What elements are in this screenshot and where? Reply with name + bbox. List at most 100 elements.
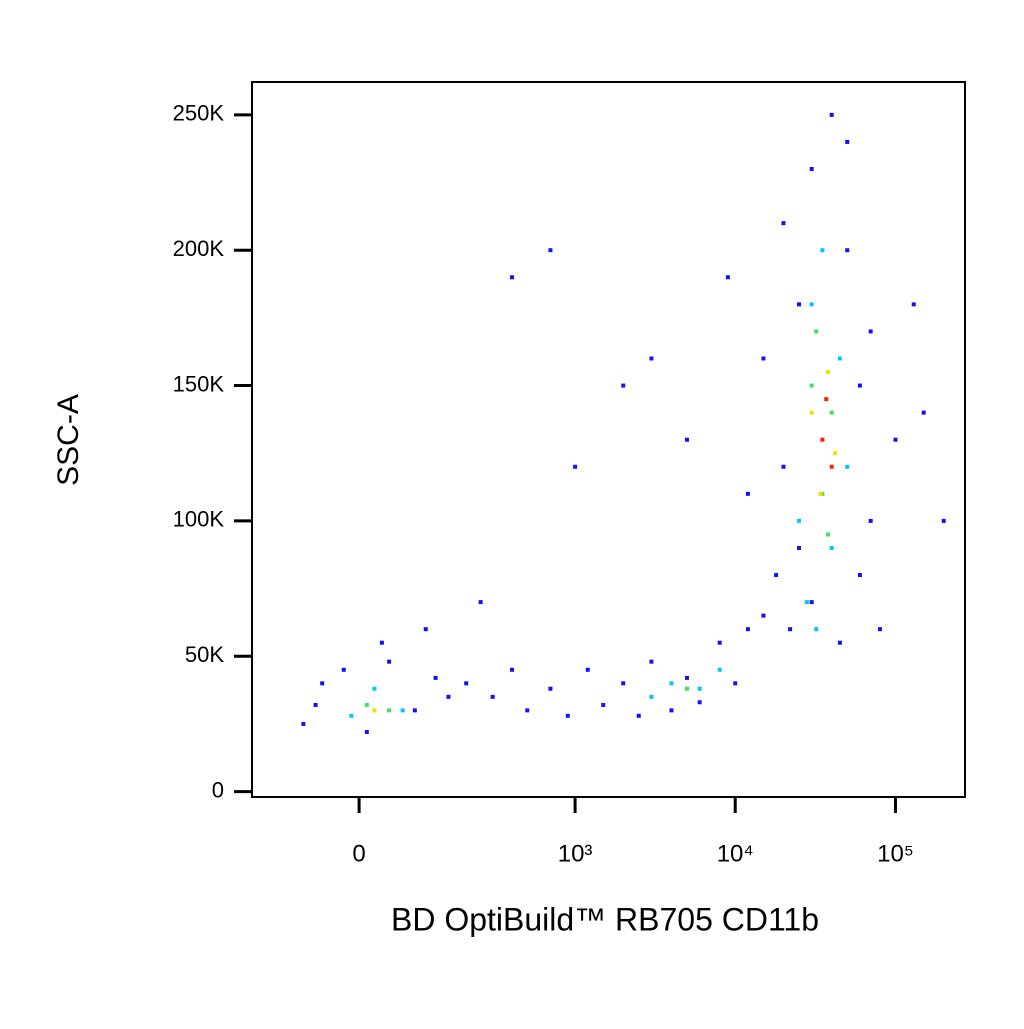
point [820,491,825,496]
point [837,356,842,361]
point [379,640,384,645]
point [349,713,354,718]
point [781,464,786,469]
point [364,702,369,707]
x-tick-label: 0 [352,840,365,867]
point [548,248,553,253]
point [833,451,838,456]
point [818,491,823,496]
point [824,397,829,402]
point [717,667,722,672]
point [565,713,570,718]
point [301,721,306,726]
x-tick-label: 10³ [558,840,593,867]
point [814,329,819,334]
x-axis-label: BD OptiBuild™ RB705 CD11b [391,901,819,937]
point [423,627,428,632]
point [585,667,590,672]
point [649,356,654,361]
y-axis-label: SSC-A [52,394,85,486]
y-tick-label: 100K [173,507,225,532]
point [621,681,626,686]
point [829,545,834,550]
point [857,573,862,578]
y-tick-label: 150K [173,371,225,396]
x-tick-label: 10⁵ [877,840,914,867]
point [809,383,814,388]
point [636,713,641,718]
point [649,694,654,699]
point [820,437,825,442]
point [601,702,606,707]
point [761,613,766,618]
plot-frame [251,81,966,798]
point [548,686,553,691]
point [400,708,405,713]
point [372,708,377,713]
point [433,675,438,680]
point [868,329,873,334]
point [814,627,819,632]
point [829,410,834,415]
point [669,681,674,686]
point [857,383,862,388]
y-tick-label: 0 [212,777,224,802]
point [893,437,898,442]
point [313,702,318,707]
point [387,708,392,713]
point [733,681,738,686]
point [684,437,689,442]
point [868,518,873,523]
point [921,410,926,415]
point [788,627,793,632]
point [446,694,451,699]
point [761,356,766,361]
point [490,694,495,699]
point [941,518,946,523]
point [845,464,850,469]
point [669,708,674,713]
point [877,627,882,632]
point [845,139,850,144]
point [809,167,814,172]
point [621,383,626,388]
point [845,248,850,253]
point [826,532,831,537]
point [372,686,377,691]
point [809,302,814,307]
point [725,275,730,280]
point [320,681,325,686]
point [387,659,392,664]
y-tick-label: 250K [173,101,225,126]
point [820,248,825,253]
point [573,464,578,469]
point [364,730,369,735]
point [911,302,916,307]
point [341,667,346,672]
point [796,302,801,307]
point [697,686,702,691]
point [649,659,654,664]
point [809,600,814,605]
point [697,700,702,705]
x-tick-label: 10⁴ [717,840,754,867]
point [804,600,809,605]
point [412,708,417,713]
point [510,667,515,672]
point [826,370,831,375]
point [809,410,814,415]
point [781,221,786,226]
point [745,491,750,496]
point [837,640,842,645]
point [796,518,801,523]
point [525,708,530,713]
point [829,112,834,117]
point [464,681,469,686]
y-tick-label: 200K [173,236,225,261]
point [684,675,689,680]
y-tick-label: 50K [185,642,224,667]
point [796,545,801,550]
point [745,627,750,632]
point [774,573,779,578]
